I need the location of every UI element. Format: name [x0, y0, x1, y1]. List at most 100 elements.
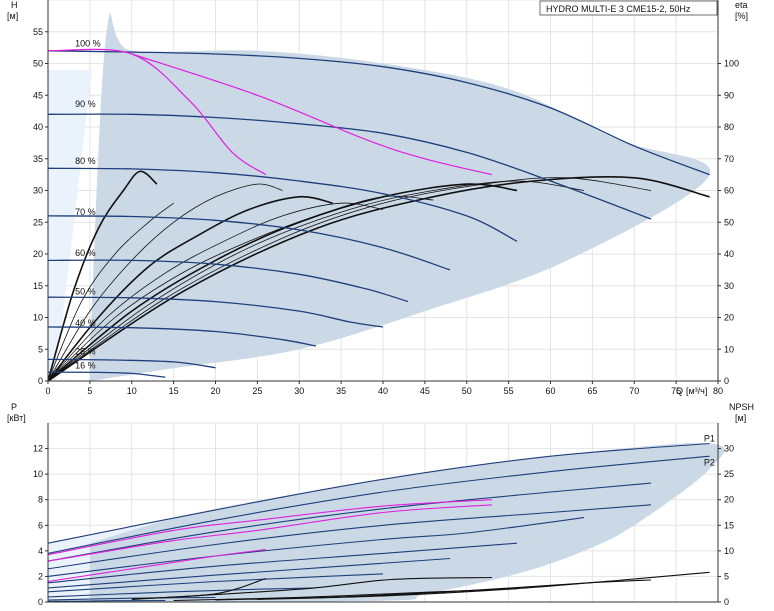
- top-y2-tick-label: 10: [724, 344, 734, 354]
- top-y2-tick-label: 100: [724, 59, 739, 69]
- top-y-tick-label: 25: [33, 217, 43, 227]
- speed-label: 80 %: [75, 156, 96, 166]
- top-y2-tick-label: 20: [724, 313, 734, 323]
- power-curve: [47, 517, 585, 577]
- top-light-region: [48, 70, 92, 381]
- title-box: [539, 0, 718, 16]
- power-curve: [47, 442, 710, 544]
- bottom-y2-tick-label: 10: [724, 546, 734, 556]
- power-curve: [47, 482, 652, 562]
- npsh-curve: [131, 576, 492, 600]
- top-x-tick-label: 35: [336, 386, 346, 396]
- top-x-tick-label: 55: [504, 386, 514, 396]
- bottom-curves: P1 P2: [47, 433, 715, 602]
- speed-label: 70 %: [75, 207, 96, 217]
- top-y2-tick-label: 70: [724, 154, 734, 164]
- top-x-tick-label: 25: [252, 386, 262, 396]
- top-xunit: [м³/ч]: [686, 386, 707, 396]
- top-y-tick-label: 45: [33, 90, 43, 100]
- speed-curve: [47, 113, 652, 220]
- efficiency-curve: [47, 202, 384, 382]
- bottom-y-tick-label: 8: [38, 495, 43, 505]
- efficiency-curve: [47, 175, 710, 382]
- top-x-tick-label: 20: [210, 386, 220, 396]
- power-curve: [47, 455, 710, 554]
- bottom-y-tick-label: 6: [38, 520, 43, 530]
- duty-curve: [131, 53, 493, 176]
- top-ylabel: H: [11, 0, 18, 10]
- bottom-y2-tick-label: 30: [724, 444, 734, 454]
- speed-label: 90 %: [75, 99, 96, 109]
- bottom-y2unit: [м]: [735, 413, 746, 423]
- speed-label: 50 %: [75, 286, 96, 296]
- top-x-tick-label: 15: [169, 386, 179, 396]
- top-y2-tick-label: 50: [724, 217, 734, 227]
- top-y2-tick-label: 80: [724, 122, 734, 132]
- power-curve: [47, 504, 652, 570]
- speed-curve: [47, 167, 518, 242]
- top-x-tick-label: 5: [87, 386, 92, 396]
- efficiency-curve: [47, 183, 518, 382]
- efficiency-curve: [47, 202, 174, 382]
- speed-curve: [47, 358, 216, 369]
- bottom-y2-tick-label: 20: [724, 495, 734, 505]
- duty-power-curve: [47, 499, 492, 556]
- top-y-tick-label: 35: [33, 154, 43, 164]
- speed-curve: [47, 259, 409, 303]
- top-y2unit: [%]: [735, 11, 748, 21]
- power-curve: [47, 596, 216, 601]
- duty-power-curve: [47, 504, 492, 562]
- duty-power-curve: [47, 549, 266, 583]
- bottom-operating-envelope: [89, 443, 725, 602]
- efficiency-curve: [47, 183, 283, 382]
- top-y-tick-label: 10: [33, 313, 43, 323]
- bottom-y-tick-label: 10: [33, 469, 43, 479]
- speed-curve: [47, 50, 710, 176]
- top-yunit: [м]: [7, 11, 18, 21]
- top-y2-tick-label: 30: [724, 281, 734, 291]
- top-x-tick-label: 65: [587, 386, 597, 396]
- bottom-y2-tick-label: 5: [724, 571, 729, 581]
- bottom-y2-tick-label: 15: [724, 520, 734, 530]
- top-y-tick-label: 55: [33, 27, 43, 37]
- top-y-tick-label: 15: [33, 281, 43, 291]
- bottom-y2-tick-label: 0: [724, 597, 729, 607]
- top-x-tick-label: 80: [713, 386, 723, 396]
- top-x-tick-label: 75: [671, 386, 681, 396]
- efficiency-curve: [47, 195, 333, 382]
- top-curves: 100 % 90 % 80 % 70 % 60 % 50 % 40 % 25 % 16 %: [47, 39, 710, 382]
- top-x-tick-label: 50: [462, 386, 472, 396]
- speed-curve: [47, 215, 451, 271]
- top-x-tick-label: 30: [294, 386, 304, 396]
- top-x-tick-label: 10: [127, 386, 137, 396]
- duty-curve: [47, 48, 267, 176]
- speed-curve: [47, 296, 384, 328]
- top-x-tick-label: 40: [378, 386, 388, 396]
- top-y2-tick-label: 40: [724, 249, 734, 259]
- bottom-ylabel: P: [11, 402, 17, 412]
- speed-label: 16 %: [75, 361, 96, 371]
- speed-curve: [47, 371, 166, 378]
- bottom-y2label: NPSH: [729, 402, 754, 412]
- top-y-tick-label: 5: [38, 344, 43, 354]
- chart-title: HYDRO MULTI-E 3 CME15-2, 50Hz: [546, 4, 691, 14]
- top-x-tick-label: 45: [420, 386, 430, 396]
- speed-label: 25 %: [75, 347, 96, 357]
- power-curve: [47, 587, 317, 598]
- speed-label: 40 %: [75, 318, 96, 328]
- power-curve: [47, 542, 518, 584]
- efficiency-curve: [47, 180, 585, 382]
- speed-label: 60 %: [75, 248, 96, 258]
- bottom-y-tick-label: 2: [38, 571, 43, 581]
- top-y2label: eta: [735, 0, 748, 10]
- top-y-tick-label: 40: [33, 122, 43, 132]
- efficiency-curve: [47, 170, 158, 382]
- power-curve: [47, 557, 451, 589]
- power-label: P2: [704, 458, 715, 468]
- power-curve: [47, 599, 166, 602]
- power-curve: [47, 573, 384, 593]
- speed-curve: [47, 326, 317, 347]
- top-y2-tick-label: 60: [724, 186, 734, 196]
